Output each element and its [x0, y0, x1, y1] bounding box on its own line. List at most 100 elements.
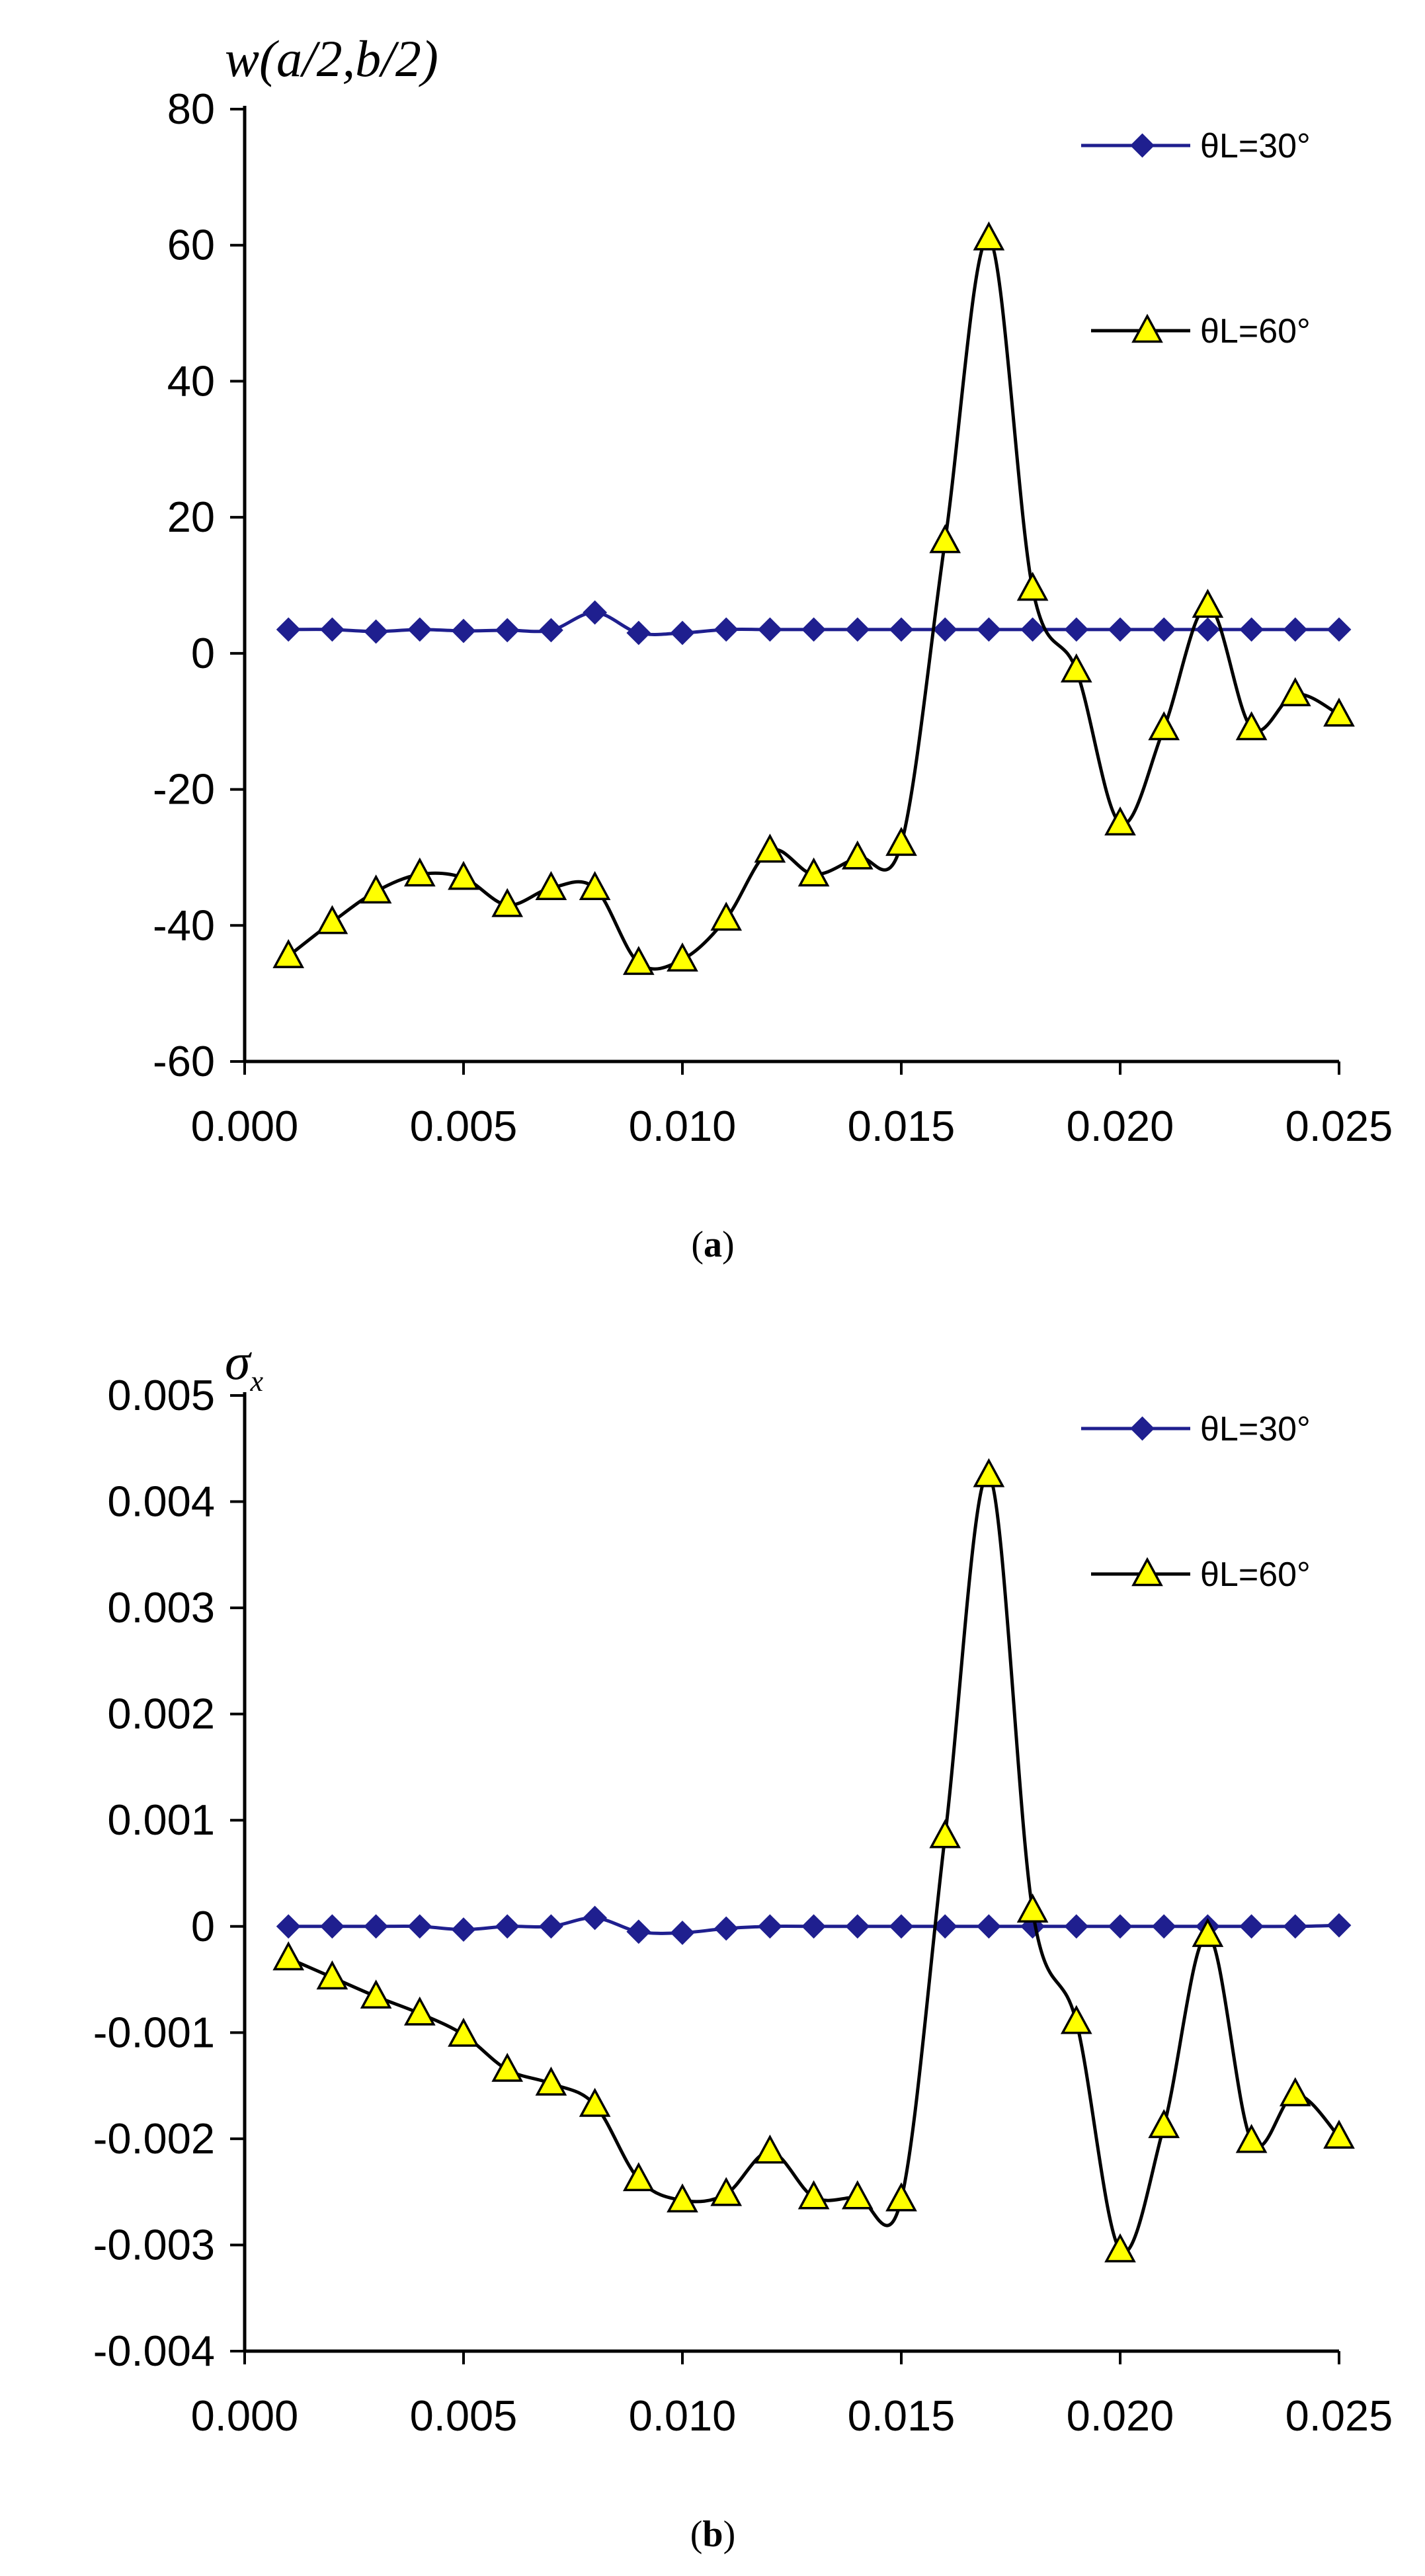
data-point: [670, 1920, 695, 1945]
y-tick-label: 0.004: [107, 1477, 215, 1526]
data-point: [1235, 711, 1268, 741]
data-point: [976, 1914, 1001, 1939]
data-point: [1239, 1914, 1264, 1939]
data-point: [1235, 2124, 1268, 2153]
legend-marker: [1131, 1557, 1163, 1587]
data-point: [797, 2180, 830, 2210]
data-point: [579, 2087, 611, 2117]
y-tick-label: 20: [167, 493, 215, 541]
data-point: [1195, 617, 1220, 642]
y-axis-label: w(a/2,b/2): [225, 30, 438, 87]
x-tick-label: 0.015: [848, 2391, 956, 2440]
data-point: [1279, 677, 1311, 706]
data-point: [1064, 1914, 1089, 1939]
data-point: [495, 618, 520, 643]
data-point: [1192, 589, 1224, 618]
series-theta30: [276, 1905, 1352, 1945]
y-tick-label: -0.002: [93, 2114, 215, 2163]
data-point: [451, 618, 476, 644]
data-point: [583, 1905, 608, 1931]
data-point: [1151, 617, 1176, 642]
series-theta30: [276, 600, 1352, 645]
y-tick-label: 0: [191, 1902, 215, 1950]
x-tick-label: 0.010: [629, 2391, 737, 2440]
x-tick-label: 0.005: [410, 1102, 518, 1150]
data-point: [538, 618, 563, 643]
legend-marker: [1130, 133, 1155, 158]
x-tick-label: 0.000: [191, 1102, 299, 1150]
legend-entry: θL=30°: [1081, 127, 1311, 165]
data-point: [929, 524, 961, 554]
y-tick-label: -0.003: [93, 2220, 215, 2268]
x-tick-label: 0.025: [1285, 2391, 1393, 2440]
data-point: [1016, 571, 1049, 601]
legend-marker: [1130, 1416, 1155, 1441]
series-line: [288, 1473, 1340, 2255]
data-point: [1020, 617, 1045, 642]
data-point: [1323, 697, 1355, 727]
data-point: [929, 1819, 961, 1849]
y-tick-label: -20: [153, 765, 215, 813]
legend-entry: θL=30°: [1081, 1410, 1311, 1448]
data-point: [754, 2134, 786, 2164]
data-point: [626, 1919, 651, 1944]
data-point: [1151, 1914, 1176, 1939]
x-tick-label: 0.020: [1067, 1102, 1174, 1150]
series-theta60: [272, 221, 1355, 976]
legend-entry: θL=60°: [1091, 312, 1311, 351]
legend-label: θL=60°: [1200, 312, 1311, 351]
data-point: [316, 905, 348, 935]
y-tick-label: 80: [167, 85, 215, 133]
data-point: [801, 617, 827, 642]
data-point: [1060, 653, 1092, 683]
series-theta60: [272, 1458, 1355, 2263]
y-tick-label: -0.001: [93, 2008, 215, 2056]
y-axis-label: σx: [225, 1333, 263, 1397]
data-point: [451, 1917, 476, 1942]
y-tick-label: -40: [153, 901, 215, 949]
data-point: [276, 1914, 301, 1939]
data-point: [622, 2162, 655, 2192]
data-point: [801, 1914, 827, 1939]
y-tick-label: 0.002: [107, 1690, 215, 1738]
data-point: [1326, 1913, 1352, 1938]
data-point: [319, 1914, 345, 1939]
data-point: [1108, 617, 1133, 642]
data-point: [797, 857, 830, 887]
data-point: [579, 871, 611, 900]
data-point: [276, 617, 301, 642]
data-point: [757, 617, 782, 642]
data-point: [360, 874, 392, 904]
data-point: [973, 1458, 1005, 1487]
data-point: [1283, 1914, 1308, 1939]
data-point: [713, 1916, 739, 1941]
data-point: [710, 901, 743, 931]
data-point: [1108, 1914, 1133, 1939]
legend-marker: [1131, 313, 1163, 343]
data-point: [885, 2182, 917, 2212]
data-point: [1060, 2005, 1092, 2034]
data-point: [1148, 711, 1180, 741]
data-point: [1104, 806, 1136, 836]
data-point: [1279, 2077, 1311, 2106]
legend-label: θL=30°: [1200, 127, 1311, 165]
data-point: [1239, 617, 1264, 642]
data-point: [1148, 2108, 1180, 2138]
data-point: [491, 2052, 524, 2082]
data-point: [583, 600, 608, 625]
y-tick-label: 0.001: [107, 1796, 215, 1844]
data-point: [1104, 2233, 1136, 2263]
data-point: [491, 888, 524, 917]
panel-label: (a): [691, 1224, 734, 1265]
data-point: [535, 2066, 567, 2096]
y-tick-label: -60: [153, 1037, 215, 1085]
data-point: [841, 840, 874, 870]
x-tick-label: 0.015: [848, 1102, 956, 1150]
x-tick-label: 0.025: [1285, 1102, 1393, 1150]
data-point: [448, 2017, 479, 2047]
data-point: [1283, 617, 1308, 642]
y-tick-label: 0: [191, 629, 215, 677]
x-tick-label: 0.005: [410, 2391, 518, 2440]
data-point: [495, 1914, 520, 1939]
